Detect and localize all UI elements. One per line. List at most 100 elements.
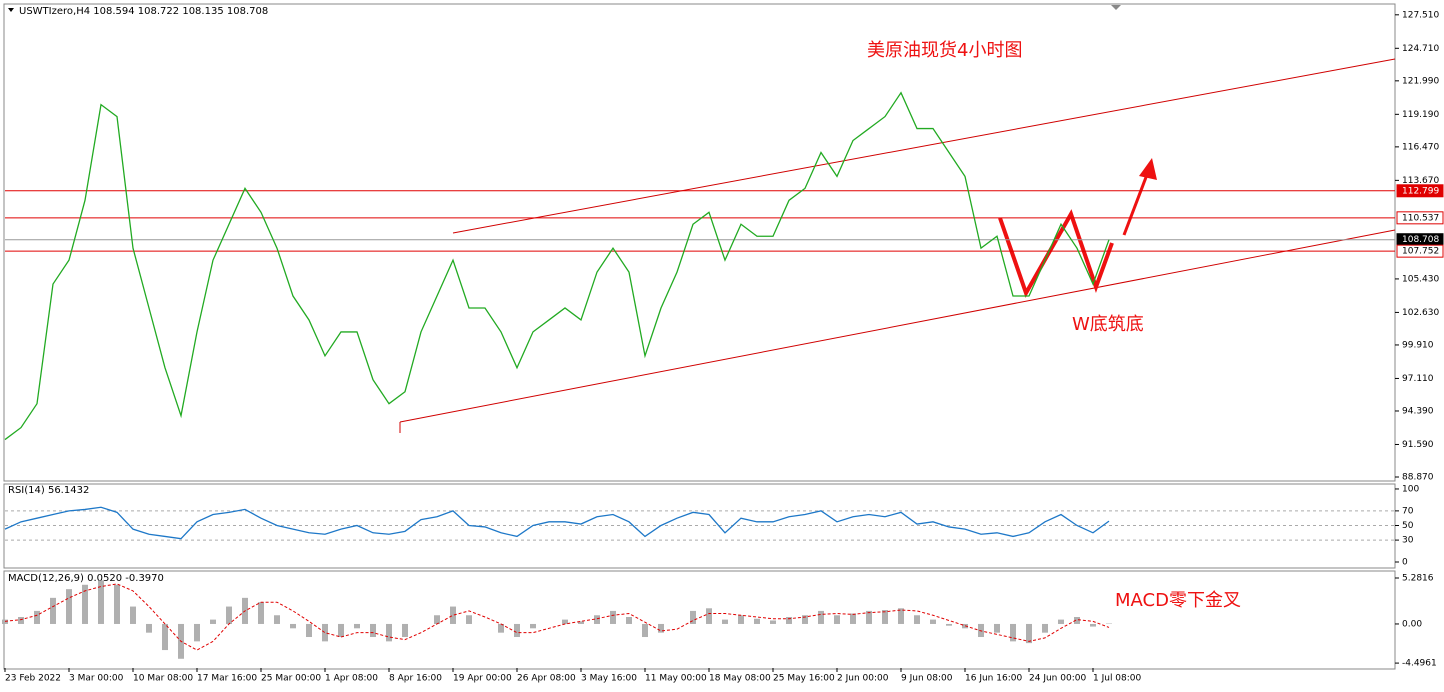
x-tick-label: 3 Mar 00:00 (69, 674, 124, 684)
x-tick-label: 19 Apr 00:00 (453, 674, 512, 684)
macd-bar (946, 623, 952, 626)
macd-bar (882, 610, 888, 624)
macd-title: MACD(12,26,9) 0.0520 -0.3970 (8, 573, 164, 584)
macd-bar (402, 623, 408, 638)
macd-bar (82, 584, 88, 624)
y-tick-label: 94.390 (1402, 406, 1434, 416)
scroll-marker (1111, 5, 1121, 10)
annotation: W底筑底 (1072, 314, 1144, 335)
signal-line (4, 583, 1110, 651)
macd-bar (1010, 623, 1016, 642)
x-tick-label: 25 Mar 00:00 (261, 674, 321, 684)
macd-bar (802, 615, 808, 624)
y-tick-label: 91.590 (1402, 440, 1434, 450)
macd-bar (1058, 619, 1064, 624)
y-tick-label: 70 (1402, 506, 1414, 516)
y-tick-label: 0.00 (1402, 619, 1422, 629)
macd-bar (210, 619, 216, 624)
level-label: 112.799 (1402, 186, 1439, 196)
macd-bar (898, 608, 904, 624)
macd-bar (194, 623, 200, 642)
menu-marker (8, 8, 14, 12)
x-tick-label: 16 Jun 16:00 (965, 674, 1022, 684)
macd-bar (258, 602, 264, 624)
level-label: 107.752 (1402, 247, 1439, 257)
macd-bar (626, 616, 632, 624)
y-tick-label: 100 (1402, 484, 1419, 494)
x-tick-label: 10 Mar 08:00 (133, 674, 193, 684)
y-tick-label: 119.190 (1402, 110, 1439, 120)
y-tick-label: 99.910 (1402, 340, 1434, 350)
level-box (1396, 184, 1444, 198)
macd-bar (658, 623, 664, 633)
macd-bar (338, 623, 344, 638)
x-tick-label: 18 May 08:00 (709, 674, 771, 684)
macd-bar (562, 619, 568, 624)
macd-bar (786, 616, 792, 624)
macd-bar (18, 616, 24, 624)
macd-bar (770, 620, 776, 624)
level-label: 108.708 (1402, 235, 1439, 245)
x-tick-label: 3 May 16:00 (581, 674, 637, 684)
x-tick-label: 9 Jun 08:00 (901, 674, 953, 684)
macd-bar (130, 606, 136, 624)
y-tick-label: 113.670 (1402, 176, 1439, 186)
x-tick-label: 17 Mar 16:00 (197, 674, 257, 684)
macd-bar (66, 589, 72, 624)
macd-bar (594, 615, 600, 624)
macd-bar (642, 623, 648, 638)
macd-bar (722, 619, 728, 624)
macd-bar (146, 623, 152, 633)
y-tick-label: 88.870 (1402, 473, 1434, 483)
y-tick-label: -4.4961 (1402, 659, 1437, 669)
annotation: MACD零下金叉 (1115, 590, 1241, 611)
x-tick-label: 23 Feb 2022 (5, 674, 61, 684)
macd-bar (610, 610, 616, 624)
macd-bar (1074, 616, 1080, 624)
macd-bar (322, 623, 328, 642)
macd-bar (930, 619, 936, 624)
macd-bar (530, 623, 536, 629)
y-tick-label: 116.470 (1402, 142, 1439, 152)
y-tick-label: 5.2816 (1402, 573, 1434, 583)
header: USWTIzero,H4 108.594 108.722 108.135 108… (19, 6, 268, 17)
level-box (1396, 211, 1444, 225)
level-box (1396, 244, 1444, 258)
rsi-title: RSI(14) 56.1432 (8, 485, 89, 496)
macd-bar (578, 621, 584, 624)
channel-lower (399, 229, 1396, 423)
macd-bar (914, 615, 920, 624)
y-tick-label: 127.510 (1402, 10, 1439, 20)
macd-bar (114, 584, 120, 624)
rsi-panel (3, 483, 1396, 569)
macd-bar (386, 623, 392, 642)
x-tick-label: 25 May 16:00 (773, 674, 835, 684)
x-tick-label: 24 Jun 00:00 (1029, 674, 1086, 684)
arrow-head (1139, 158, 1157, 180)
macd-bar (1090, 623, 1096, 627)
x-tick-label: 11 May 00:00 (645, 674, 707, 684)
macd-bar (1026, 623, 1032, 644)
y-tick-label: 50 (1402, 521, 1414, 531)
y-tick-label: 102.630 (1402, 308, 1439, 318)
macd-bar (162, 623, 168, 651)
y-tick-label: 0 (1402, 558, 1408, 568)
arrow-shaft (1122, 171, 1150, 236)
macd-bar (434, 615, 440, 624)
macd-bar (498, 623, 504, 633)
price-panel (3, 3, 1396, 482)
macd-bar (834, 615, 840, 624)
level-label: 110.537 (1402, 213, 1439, 223)
macd-bar (754, 618, 760, 624)
macd-bar (466, 615, 472, 624)
price-line (4, 506, 1110, 540)
macd-bar (706, 608, 712, 624)
w-pattern (998, 209, 1114, 298)
macd-bar (866, 610, 872, 624)
macd-bar (226, 606, 232, 624)
macd-bar (738, 615, 744, 624)
macd-bar (1042, 623, 1048, 633)
macd-bar (850, 613, 856, 624)
macd-bar (2, 619, 8, 624)
